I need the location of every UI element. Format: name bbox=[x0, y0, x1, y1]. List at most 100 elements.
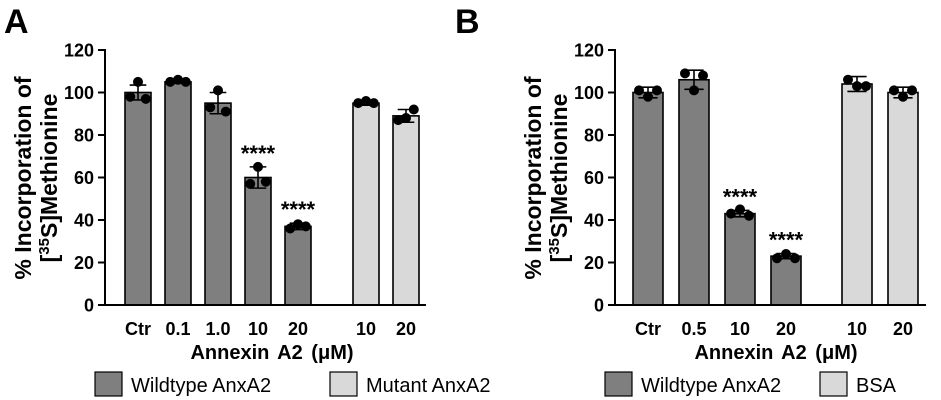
bar-group: 20 bbox=[392, 104, 420, 339]
x-axis-label: Annexin A2 (μM) bbox=[190, 342, 353, 364]
bar bbox=[284, 225, 312, 306]
legend-swatch bbox=[94, 371, 123, 397]
data-point bbox=[408, 104, 419, 115]
data-point bbox=[393, 115, 404, 126]
y-tick-label: 80 bbox=[74, 126, 94, 146]
data-point bbox=[698, 70, 708, 81]
y-axis-label-line1: % Incorporation of bbox=[10, 76, 36, 280]
data-point bbox=[133, 76, 143, 87]
bar bbox=[392, 115, 420, 306]
y-axis-label-superscript: 35 bbox=[36, 238, 53, 255]
bar bbox=[164, 81, 192, 306]
y-tick-label: 20 bbox=[584, 253, 604, 273]
x-tick-label: 20 bbox=[288, 319, 308, 339]
bar-group: **** 20 bbox=[281, 197, 316, 339]
y-tick-label: 60 bbox=[74, 168, 94, 188]
data-point bbox=[735, 204, 745, 215]
bar-group: Ctr bbox=[632, 85, 664, 339]
data-point bbox=[361, 96, 371, 106]
data-point bbox=[744, 210, 754, 221]
data-point bbox=[726, 208, 736, 219]
bar-group: **** 20 bbox=[769, 228, 804, 339]
bar-series: 10 20 bbox=[352, 96, 420, 339]
y-tick-label: 40 bbox=[584, 211, 604, 231]
y-tick-label: 100 bbox=[574, 83, 604, 103]
plot-area: 0 20 40 60 80 100 120 Ctr 0.5 **** 10 **** 20 10 20 Wil… bbox=[574, 41, 926, 397]
data-point bbox=[245, 178, 256, 189]
legend-swatch bbox=[819, 371, 848, 397]
y-axis-ticks: 0 20 40 60 80 100 120 bbox=[574, 41, 615, 316]
data-point bbox=[843, 74, 853, 85]
y-axis-label-rest: S]Methionine bbox=[546, 94, 572, 238]
data-point bbox=[852, 81, 862, 92]
bar-series: Ctr 0.5 **** 10 **** 20 bbox=[632, 68, 804, 339]
data-point bbox=[173, 74, 183, 85]
y-tick-label: 120 bbox=[574, 41, 604, 61]
data-point bbox=[353, 98, 364, 109]
data-point bbox=[861, 81, 871, 92]
x-tick-label: 10 bbox=[248, 319, 268, 339]
data-point bbox=[125, 91, 136, 102]
data-point bbox=[898, 91, 908, 102]
bar bbox=[352, 102, 380, 306]
panel-a: A % Incorporation of [35S]Methionine Ann… bbox=[4, 3, 491, 397]
data-point bbox=[643, 91, 653, 102]
data-point bbox=[781, 249, 791, 259]
data-point bbox=[205, 102, 216, 113]
data-point bbox=[260, 176, 271, 187]
bar-group: Ctr bbox=[124, 76, 152, 339]
legend-item: Mutant AnxA2 bbox=[329, 371, 491, 397]
y-tick-label: 0 bbox=[594, 296, 604, 316]
legend: Wildtype AnxA2 BSA bbox=[604, 371, 897, 397]
data-point bbox=[652, 85, 662, 96]
data-point bbox=[772, 253, 782, 264]
bar bbox=[887, 91, 919, 306]
significance-label: **** bbox=[281, 197, 316, 222]
data-point bbox=[401, 113, 411, 123]
significance-label: **** bbox=[723, 184, 758, 209]
plot-area: 0 20 40 60 80 100 120 Ctr 0.1 1.0 **** 10 **** 20 10 20… bbox=[64, 41, 491, 398]
data-point bbox=[253, 161, 263, 172]
x-tick-label: 10 bbox=[847, 319, 867, 339]
x-tick-label: 20 bbox=[893, 319, 913, 339]
significance-label: **** bbox=[241, 141, 276, 166]
data-point bbox=[689, 85, 699, 96]
panel-b: B % Incorporation of [35S]Methionine Ann… bbox=[455, 3, 926, 397]
y-axis-label-superscript: 35 bbox=[546, 238, 563, 255]
legend-label: Mutant AnxA2 bbox=[366, 375, 491, 397]
data-point bbox=[790, 253, 800, 264]
bar bbox=[724, 212, 756, 306]
bar-group: 10 bbox=[841, 74, 873, 339]
x-tick-label: Ctr bbox=[125, 319, 151, 339]
legend-label: BSA bbox=[856, 375, 897, 397]
y-tick-label: 0 bbox=[84, 296, 94, 316]
bar bbox=[124, 91, 152, 306]
y-axis-label-bracket: [ bbox=[36, 254, 62, 262]
y-axis-label-rest: S]Methionine bbox=[36, 94, 62, 238]
y-tick-label: 60 bbox=[584, 168, 604, 188]
y-axis-ticks: 0 20 40 60 80 100 120 bbox=[64, 41, 105, 316]
x-tick-label: 10 bbox=[730, 319, 750, 339]
panel-label: A bbox=[4, 3, 29, 41]
bar-group: 20 bbox=[887, 85, 919, 339]
x-tick-label: 20 bbox=[776, 319, 796, 339]
data-point bbox=[889, 85, 899, 96]
bar-group: 1.0 bbox=[204, 85, 232, 339]
x-tick-label: 0.5 bbox=[681, 319, 706, 339]
bar bbox=[841, 83, 873, 306]
x-tick-label: 1.0 bbox=[205, 319, 230, 339]
legend-label: Wildtype AnxA2 bbox=[641, 375, 781, 397]
legend-label: Wildtype AnxA2 bbox=[131, 375, 271, 397]
y-tick-label: 20 bbox=[74, 253, 94, 273]
data-point bbox=[220, 106, 231, 117]
y-axis-label-bracket: [ bbox=[546, 254, 572, 262]
data-point bbox=[180, 76, 191, 87]
y-tick-label: 80 bbox=[584, 126, 604, 146]
data-point bbox=[368, 98, 379, 109]
data-point bbox=[300, 221, 311, 232]
bar-series: Ctr 0.1 1.0 **** 10 **** 20 bbox=[124, 74, 316, 339]
y-tick-label: 120 bbox=[64, 41, 94, 61]
y-axis-label-line2: [35S]Methionine bbox=[36, 94, 62, 263]
y-axis-label-line2: [35S]Methionine bbox=[546, 94, 572, 263]
